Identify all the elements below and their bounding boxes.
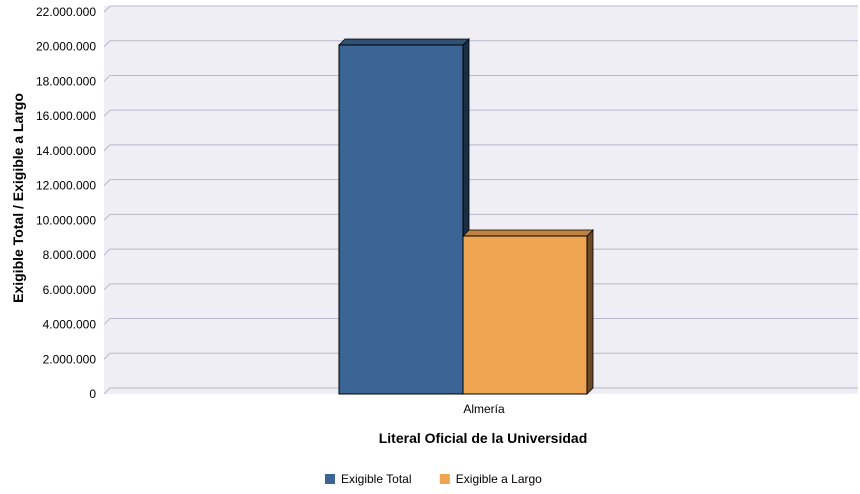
y-tick-label: 20.000.000 [36,40,96,54]
y-tick-label: 10.000.000 [36,213,96,227]
bar-front [338,44,464,395]
bar-top [462,229,594,237]
legend-item: Exigible a Largo [439,472,542,486]
bar-side [586,229,594,395]
grid-line-depth [103,179,111,186]
grid-line-depth [103,214,111,221]
y-tick-label: 0 [89,387,96,401]
grid-line-depth [103,318,111,325]
grid-line-depth [103,40,111,48]
legend: Exigible Total Exigible a Largo [325,472,542,486]
bars [338,38,594,395]
legend-label: Exigible a Largo [456,472,542,486]
grid-line-depth [103,248,111,256]
y-tick-label: 8.000.000 [43,248,97,262]
y-tick-label: 22.000.000 [36,5,96,19]
grid-line-depth [103,283,111,291]
y-axis-title: Exigible Total / Exigible a Largo [10,93,26,303]
bar [338,38,470,395]
legend-swatch [325,474,335,484]
y-tick-label: 18.000.000 [36,74,96,88]
bar-top [338,38,470,46]
x-tick-label: Almería [463,402,505,416]
legend-swatch [439,474,450,484]
x-axis-ticks: Almería [463,402,505,416]
y-tick-label: 4.000.000 [43,318,97,332]
grid-line-depth [103,352,111,360]
grid-line-depth [103,387,111,395]
y-axis-ticks: 0 2.000.000 4.000.000 6.000.000 8.000.000 10.… [36,5,96,401]
grid-line-depth [103,144,111,152]
x-axis-title: Literal Oficial de la Universidad [379,430,588,446]
y-tick-label: 14.000.000 [36,144,96,158]
legend-item: Exigible Total [325,472,412,486]
y-tick-label: 16.000.000 [36,109,96,123]
bar [462,229,594,395]
y-tick-label: 12.000.000 [36,179,96,193]
grid-line-depth [103,5,111,13]
grid-line-depth [103,109,111,117]
grid-line-depth [103,75,111,82]
bar-front [462,235,588,395]
y-tick-label: 6.000.000 [43,283,97,297]
y-tick-label: 2.000.000 [43,352,97,366]
legend-label: Exigible Total [341,472,412,486]
